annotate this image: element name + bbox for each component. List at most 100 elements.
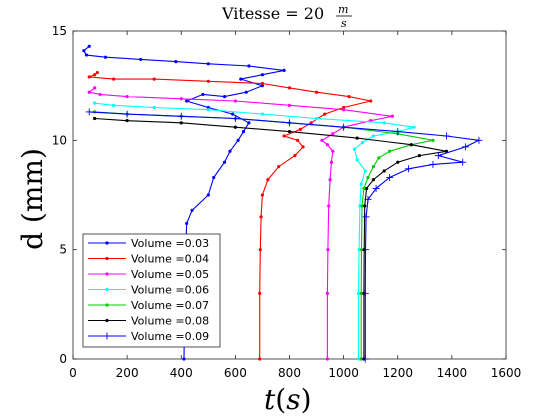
data-point xyxy=(258,357,262,361)
data-point xyxy=(326,248,330,252)
x-tick-label: 1000 xyxy=(328,366,359,380)
data-point xyxy=(369,99,373,103)
legend-label: Volume =0.07 xyxy=(131,299,209,312)
data-point xyxy=(323,112,327,116)
data-point xyxy=(287,129,292,134)
data-point xyxy=(314,116,319,121)
data-point xyxy=(125,119,129,123)
data-point xyxy=(342,105,346,110)
data-point xyxy=(259,215,263,219)
legend-entry: Volume =0.06 xyxy=(88,284,209,297)
data-point xyxy=(298,127,302,131)
data-point xyxy=(390,114,394,118)
data-point xyxy=(212,175,216,180)
data-point xyxy=(185,99,189,103)
legend-label: Volume =0.03 xyxy=(131,237,209,250)
legend-entry: Volume =0.04 xyxy=(88,253,209,266)
data-point xyxy=(206,193,210,197)
data-point xyxy=(309,121,313,125)
data-point xyxy=(360,140,365,145)
data-point xyxy=(286,119,293,127)
x-tick-label: 200 xyxy=(116,366,139,380)
data-point xyxy=(329,160,334,164)
data-point xyxy=(93,101,97,105)
data-point xyxy=(260,112,265,116)
title-unit-denominator: s xyxy=(341,17,347,30)
x-tick-label: 800 xyxy=(278,366,301,380)
data-point xyxy=(247,64,251,68)
data-point xyxy=(355,136,359,140)
data-point xyxy=(260,84,265,88)
data-point xyxy=(377,156,381,160)
legend-marker xyxy=(103,332,111,340)
data-point xyxy=(444,149,449,153)
data-point xyxy=(340,123,348,131)
data-point xyxy=(314,90,319,94)
data-point xyxy=(360,204,364,208)
y-tick-label: 5 xyxy=(59,243,67,257)
data-point xyxy=(347,95,351,99)
data-point xyxy=(179,97,183,101)
data-point xyxy=(352,147,357,151)
data-point xyxy=(93,73,97,77)
data-point xyxy=(325,291,329,295)
data-point xyxy=(382,169,386,173)
data-point xyxy=(363,204,367,208)
legend-label: Volume =0.08 xyxy=(131,315,209,328)
data-point xyxy=(222,160,227,164)
data-point xyxy=(282,68,286,72)
data-point xyxy=(372,184,380,192)
data-point xyxy=(260,73,265,77)
data-point xyxy=(431,138,435,142)
series-volume-5 xyxy=(93,116,449,361)
legend-entry: Volume =0.03 xyxy=(88,237,209,250)
data-point xyxy=(152,105,156,110)
data-point xyxy=(363,169,367,173)
data-point xyxy=(475,136,483,144)
data-point xyxy=(362,213,370,221)
data-point xyxy=(386,174,394,182)
data-point xyxy=(190,208,194,212)
data-point xyxy=(359,182,363,186)
data-point xyxy=(82,49,86,53)
legend-marker xyxy=(105,272,109,276)
data-point xyxy=(258,248,262,252)
y-tick-label: 10 xyxy=(52,133,67,147)
data-point xyxy=(461,143,469,151)
data-point xyxy=(93,116,97,121)
legend-entry: Volume =0.07 xyxy=(88,299,209,312)
data-point xyxy=(412,125,416,129)
data-point xyxy=(206,108,210,112)
data-point xyxy=(206,79,210,83)
data-point xyxy=(371,164,375,169)
data-point xyxy=(111,77,116,81)
data-point xyxy=(355,158,359,162)
data-point xyxy=(179,121,183,125)
legend-marker xyxy=(105,287,109,292)
data-point xyxy=(282,134,286,138)
data-point xyxy=(417,154,421,158)
data-point xyxy=(244,90,248,94)
data-point xyxy=(287,103,292,107)
data-point xyxy=(260,81,265,86)
data-point xyxy=(258,291,262,295)
data-point xyxy=(359,357,363,361)
data-point xyxy=(277,164,281,169)
data-point xyxy=(123,110,131,118)
data-point xyxy=(434,152,442,160)
data-point xyxy=(382,121,386,125)
x-tick-label: 0 xyxy=(69,366,77,380)
data-point xyxy=(331,132,335,136)
legend-marker xyxy=(105,318,109,323)
x-tick-label: 1200 xyxy=(382,366,413,380)
data-point xyxy=(247,121,251,125)
data-point xyxy=(84,53,89,57)
y-tick-label: 0 xyxy=(59,352,67,366)
data-point xyxy=(356,291,361,295)
data-point xyxy=(125,95,129,99)
data-point xyxy=(388,149,392,153)
legend-marker xyxy=(105,241,109,245)
data-point xyxy=(174,60,178,64)
data-point xyxy=(394,128,402,136)
